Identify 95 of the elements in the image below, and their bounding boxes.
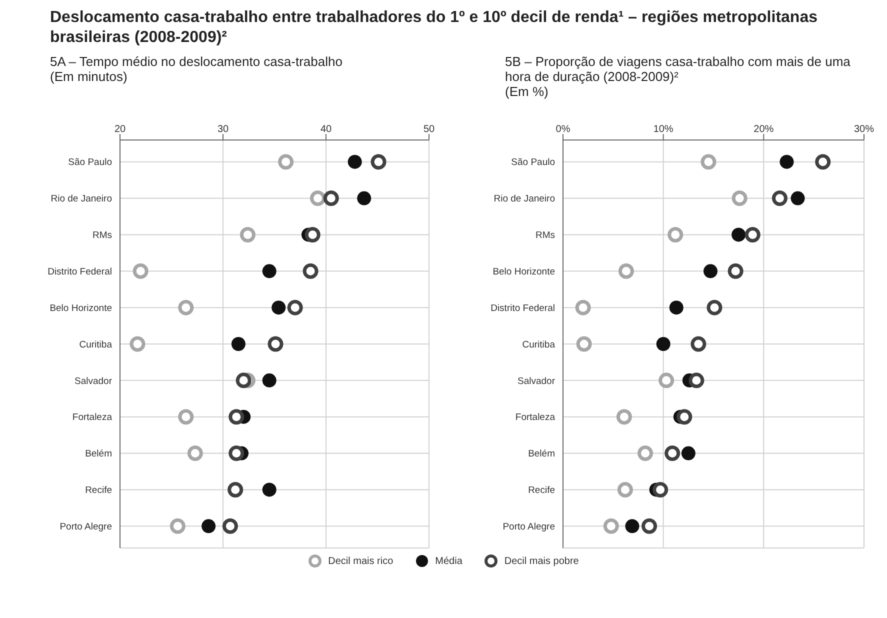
point [304, 226, 320, 242]
point [222, 518, 238, 534]
x-tick-label: 20 [114, 124, 126, 135]
point [130, 336, 146, 352]
legend-label: Média [435, 556, 462, 566]
point [815, 154, 831, 170]
y-tick-label: Rio de Janeiro [50, 194, 112, 205]
y-tick-label: Belém [85, 448, 112, 460]
point [681, 446, 696, 460]
x-tick-label: 40 [320, 124, 332, 135]
point [668, 226, 684, 242]
point [688, 372, 704, 388]
point [240, 226, 256, 242]
point [690, 336, 706, 352]
point [669, 300, 684, 315]
x-tick-label: 30% [854, 124, 874, 135]
chart-subtitle: 5A – Tempo médio no deslocamento casa-trabalho [50, 54, 344, 69]
point [700, 154, 716, 170]
point [790, 191, 805, 206]
y-tick-label: Porto Alegre [502, 522, 555, 533]
y-tick-label: Belo Horizonte [50, 302, 112, 314]
point [638, 446, 654, 462]
y-tick-label: RMs [535, 230, 556, 242]
point [732, 228, 746, 242]
point [302, 263, 318, 279]
y-tick-label: Belo Horizonte [492, 266, 555, 278]
point [310, 190, 326, 206]
y-tick-label: Fortaleza [515, 412, 556, 424]
point [132, 263, 148, 279]
point [575, 300, 591, 316]
y-tick-label: Rio de Janeiro [494, 194, 555, 205]
point [228, 409, 244, 425]
point [202, 519, 216, 534]
point [703, 264, 718, 278]
x-tick-label: 20% [754, 124, 774, 135]
y-tick-label: Curitiba [79, 339, 113, 350]
point [323, 190, 339, 206]
text: (Em minutos) [50, 69, 128, 84]
x-tick-label: 50 [423, 124, 435, 135]
point [652, 482, 668, 498]
point [278, 154, 294, 170]
point [287, 300, 303, 316]
point [348, 154, 362, 169]
point [780, 154, 794, 169]
y-tick-label: Recife [528, 485, 555, 496]
y-tick-label: São Paulo [68, 157, 112, 168]
point [187, 446, 203, 462]
point [744, 226, 760, 242]
y-tick-label: Recife [85, 485, 112, 496]
point [272, 300, 286, 315]
point [706, 300, 722, 316]
legend-label: Decil mais pobre [504, 556, 579, 566]
point [268, 336, 284, 352]
legend-label: Decil mais rico [328, 556, 394, 566]
point [576, 336, 592, 352]
y-tick-label: Distrito Federal [490, 302, 555, 314]
point [642, 518, 658, 534]
point [236, 372, 252, 388]
point [170, 518, 186, 534]
point [262, 373, 276, 388]
y-tick-label: RMs [92, 230, 112, 242]
y-tick-label: São Paulo [511, 157, 555, 168]
y-tick-label: Curitiba [522, 339, 556, 350]
point [625, 519, 640, 534]
point [664, 446, 680, 462]
point [676, 409, 692, 425]
chart-subtitle: 5B – Proporção de viagens casa-trabalho com mais de uma hora de duração (2008-2009)² [505, 54, 852, 84]
y-tick-label: Porto Alegre [60, 522, 112, 533]
point [772, 190, 788, 206]
point [616, 409, 632, 425]
point [658, 372, 674, 388]
y-tick-label: Salvador [518, 376, 555, 387]
chart-title: Deslocamento casa-trabalho entre trabalhadores do 1º e 10º decil de renda¹ – regiões metropolitanas brasileiras (2008-2009)² [49, 8, 818, 48]
point [357, 191, 372, 206]
x-tick-label: 30 [217, 124, 229, 135]
point [262, 264, 276, 278]
y-tick-label: Salvador [74, 376, 112, 387]
y-tick-label: Belém [528, 448, 556, 460]
point [228, 446, 244, 462]
point [262, 482, 276, 497]
text: (Em %) [505, 84, 550, 99]
y-tick-label: Distrito Federal [48, 266, 112, 278]
point [178, 300, 194, 316]
point [603, 518, 619, 534]
point [656, 337, 670, 351]
point [728, 263, 744, 279]
point [178, 409, 194, 425]
point [732, 190, 748, 206]
x-tick-label: 0% [556, 124, 570, 135]
point [618, 263, 634, 279]
point [231, 337, 246, 351]
y-tick-label: Fortaleza [72, 412, 113, 424]
x-tick-label: 10% [653, 124, 674, 135]
point [617, 482, 633, 498]
point [370, 154, 386, 170]
